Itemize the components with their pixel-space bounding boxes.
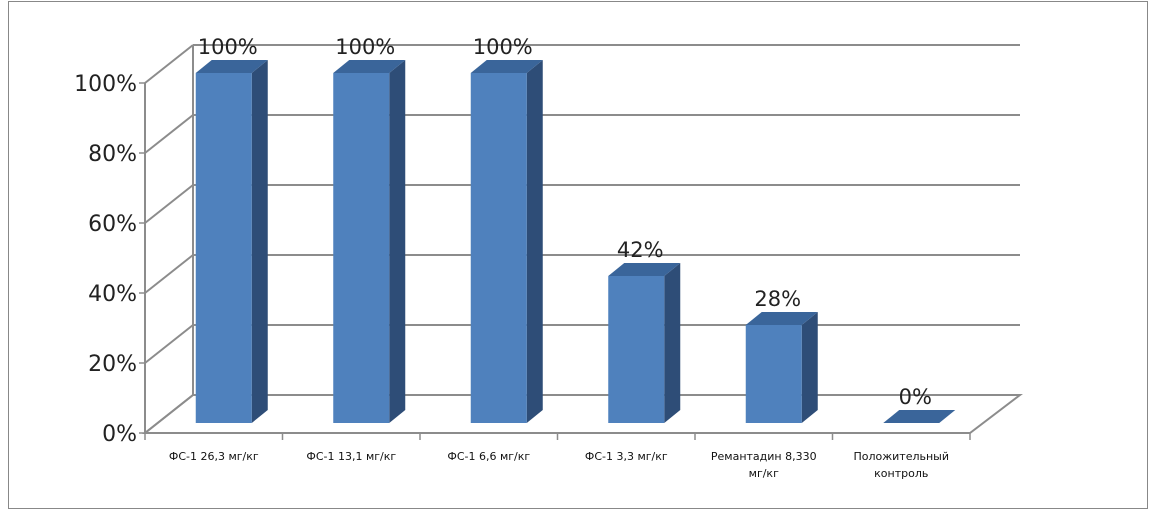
x-tick-label: контроль	[874, 467, 928, 480]
y-tick-label: 40%	[88, 282, 137, 307]
bar	[195, 73, 252, 423]
y-tick-label: 20%	[88, 352, 137, 377]
gridline-side	[144, 114, 194, 154]
bar-top	[195, 60, 268, 73]
x-tick-label: Положительный	[853, 450, 949, 463]
data-label: 100%	[335, 35, 395, 59]
bar	[333, 73, 390, 423]
y-tick-label: 80%	[88, 142, 137, 167]
y-tick-label: 0%	[102, 422, 137, 447]
y-tick-label: 100%	[74, 72, 137, 97]
data-label: 100%	[198, 35, 258, 59]
bar-top	[745, 312, 818, 325]
gridline-side	[144, 324, 194, 364]
gridline-side	[144, 254, 194, 294]
data-label: 0%	[899, 385, 932, 409]
data-label: 100%	[473, 35, 533, 59]
bar-side	[664, 263, 681, 423]
bar	[470, 73, 527, 423]
bar-side	[526, 60, 543, 423]
bar	[745, 325, 802, 423]
x-tick-label: ФС-1 3,3 мг/кг	[585, 450, 668, 463]
x-tick-label: ФС-1 6,6 мг/кг	[447, 450, 530, 463]
bar-top	[470, 60, 543, 73]
bar-side	[251, 60, 268, 423]
y-tick-label: 60%	[88, 212, 137, 237]
gridline-side	[144, 184, 194, 224]
x-tick-label: мг/кг	[749, 467, 779, 480]
floor	[142, 394, 1023, 434]
bar-top	[608, 263, 681, 276]
x-tick-label: ФС-1 13,1 мг/кг	[306, 450, 396, 463]
data-label: 42%	[617, 238, 664, 262]
bar-side	[801, 312, 818, 423]
data-label: 28%	[754, 287, 801, 311]
gridline-side	[144, 44, 194, 84]
bar-top	[883, 410, 956, 423]
bar-top	[333, 60, 406, 73]
x-tick-label: ФС-1 26,3 мг/кг	[169, 450, 259, 463]
x-tick-label: Ремантадин 8,330	[711, 450, 817, 463]
bar	[608, 276, 665, 423]
bar-side	[389, 60, 406, 423]
